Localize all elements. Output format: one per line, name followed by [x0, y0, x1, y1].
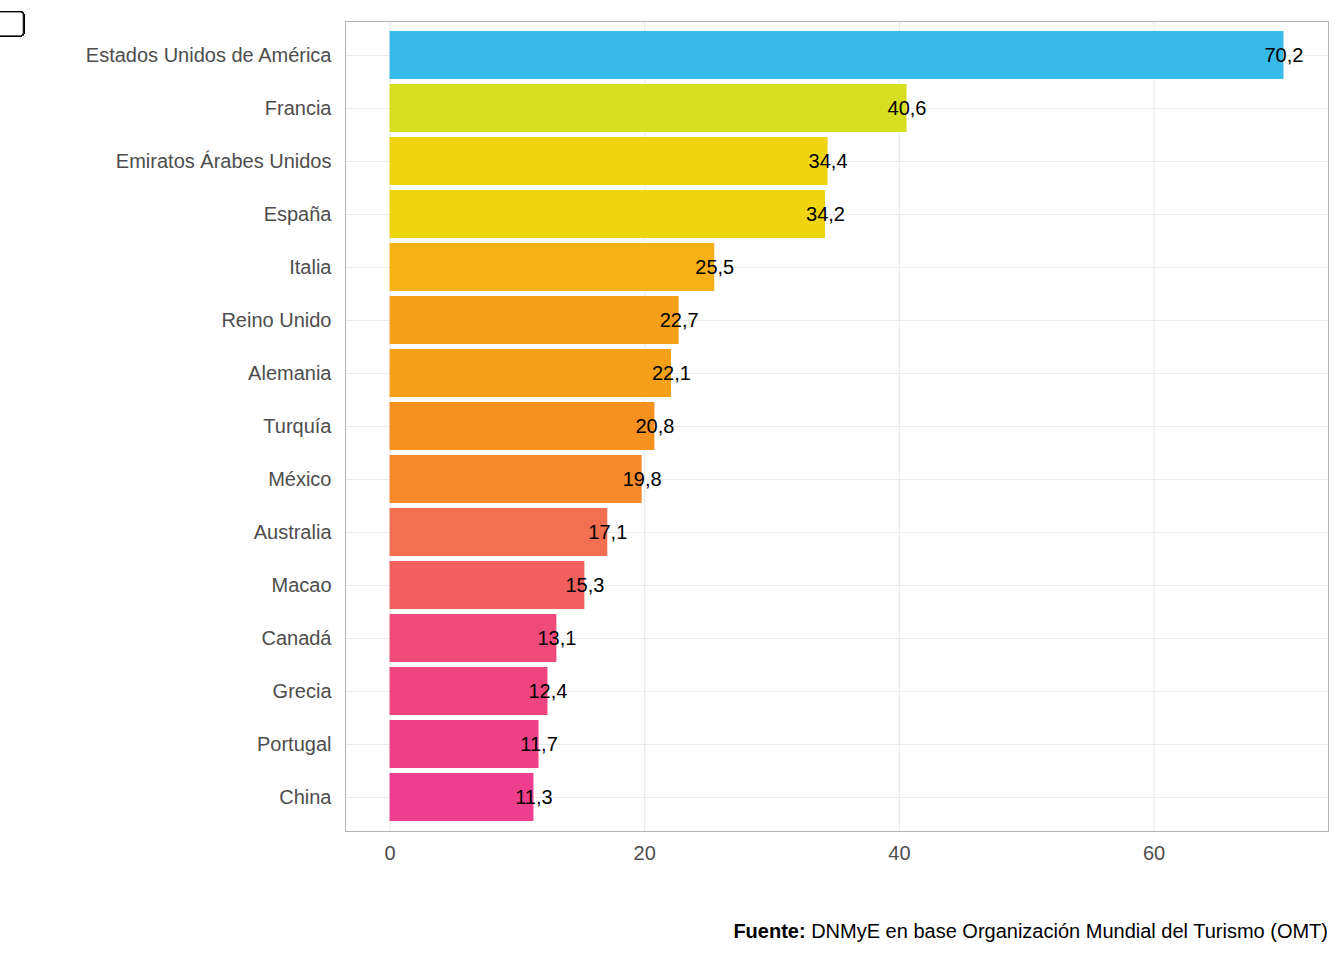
- svg-text:11,3: 11,3: [515, 786, 552, 808]
- svg-text:40: 40: [888, 842, 910, 864]
- svg-text:12,4: 12,4: [528, 680, 567, 702]
- svg-text:Canadá: Canadá: [261, 627, 332, 649]
- svg-text:22,7: 22,7: [660, 309, 699, 331]
- svg-text:20,8: 20,8: [635, 415, 674, 437]
- svg-text:Alemania: Alemania: [248, 362, 332, 384]
- svg-text:Portugal: Portugal: [257, 733, 332, 755]
- svg-text:17,1: 17,1: [588, 521, 627, 543]
- svg-text:Macao: Macao: [271, 574, 331, 596]
- svg-text:Emiratos Árabes Unidos: Emiratos Árabes Unidos: [116, 150, 332, 172]
- svg-text:40,6: 40,6: [888, 97, 927, 119]
- svg-text:0: 0: [385, 842, 396, 864]
- svg-text:34,4: 34,4: [809, 150, 848, 172]
- svg-text:25,5: 25,5: [695, 256, 734, 278]
- svg-text:Estados Unidos de América: Estados Unidos de América: [86, 44, 333, 66]
- svg-text:19,8: 19,8: [623, 468, 662, 490]
- svg-text:Francia: Francia: [265, 97, 333, 119]
- svg-text:España: España: [264, 203, 333, 225]
- svg-text:China: China: [279, 786, 332, 808]
- svg-text:México: México: [268, 468, 331, 490]
- svg-text:Reino Unido: Reino Unido: [221, 309, 331, 331]
- svg-text:Grecia: Grecia: [273, 680, 333, 702]
- svg-text:70,2: 70,2: [1264, 44, 1303, 66]
- svg-text:Turquía: Turquía: [263, 415, 332, 437]
- svg-text:34,2: 34,2: [806, 203, 845, 225]
- svg-text:11,7: 11,7: [520, 733, 557, 755]
- svg-text:60: 60: [1143, 842, 1165, 864]
- svg-text:15,3: 15,3: [565, 574, 604, 596]
- html-text:Fuente: DNMyE en base Organiza: Fuente: DNMyE en base Organización Mundi…: [733, 920, 1328, 942]
- svg-text:22,1: 22,1: [652, 362, 691, 384]
- svg-text:20: 20: [634, 842, 656, 864]
- svg-text:Italia: Italia: [289, 256, 332, 278]
- svg-text:13,1: 13,1: [537, 627, 576, 649]
- svg-text:Australia: Australia: [254, 521, 333, 543]
